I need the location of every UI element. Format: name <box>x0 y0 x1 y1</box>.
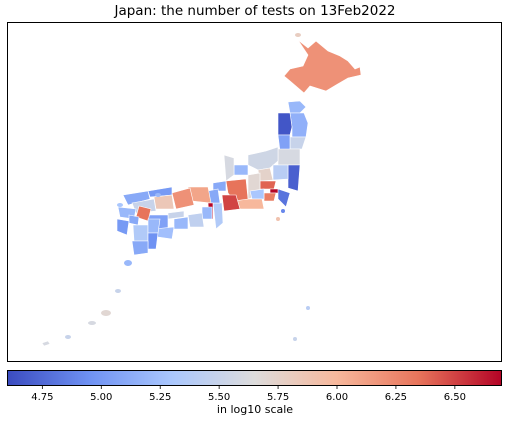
prefecture-fukui <box>212 180 227 192</box>
prefecture-nara <box>201 206 213 220</box>
colorbar-tick-label: 5.75 <box>267 392 289 403</box>
prefecture-hyogo <box>171 187 195 210</box>
colorbar <box>7 370 502 386</box>
prefecture-ibaraki <box>287 164 301 192</box>
prefecture-mie <box>212 202 224 230</box>
island <box>115 289 121 293</box>
colorbar-tick-label: 6.25 <box>385 392 407 403</box>
colorbar-tick-label: 4.75 <box>31 392 53 403</box>
map-title: Japan: the number of tests on 13Feb2022 <box>114 3 396 19</box>
prefecture-ishikawa <box>223 154 235 182</box>
japan-map <box>41 33 362 347</box>
choropleth-map <box>7 22 502 362</box>
prefecture-saitama <box>259 180 277 190</box>
prefecture-toyama <box>233 164 249 176</box>
prefecture-kagoshima <box>131 240 149 256</box>
colorbar-tick-label: 5.00 <box>90 392 112 403</box>
prefecture-wakayama <box>187 212 205 228</box>
prefecture-aomori <box>287 100 307 114</box>
prefecture-tokushima <box>173 216 189 230</box>
prefecture-iwate <box>289 112 309 138</box>
prefecture-shimane <box>122 190 151 206</box>
prefecture-hokkaido <box>283 39 362 94</box>
island <box>155 193 161 197</box>
colorbar-ticks: 4.75 5.00 5.25 5.50 5.75 6.00 6.25 6.50 <box>7 386 502 406</box>
prefecture-saga <box>128 214 140 226</box>
prefecture-oita <box>147 218 161 234</box>
prefecture-chiba <box>277 188 291 208</box>
prefecture-nagasaki <box>116 218 130 236</box>
colorbar-tick-label: 5.25 <box>149 392 171 403</box>
prefecture-shizuoka <box>235 198 265 210</box>
prefecture-tochigi <box>272 164 289 181</box>
colorbar-tick-label: 6.50 <box>444 392 466 403</box>
island <box>65 335 71 339</box>
prefecture-miyagi <box>289 136 307 150</box>
island <box>101 310 111 316</box>
colorbar-tick-label: 5.50 <box>208 392 230 403</box>
island <box>295 33 301 37</box>
island <box>281 209 285 213</box>
prefecture-aichi <box>221 194 241 212</box>
prefecture-akita <box>277 112 293 136</box>
island <box>293 337 297 341</box>
colorbar-tick-label: 6.00 <box>326 392 348 403</box>
prefecture-okinawa <box>41 340 51 347</box>
island <box>88 321 96 325</box>
prefecture-kanagawa <box>263 192 277 202</box>
island <box>306 306 310 310</box>
island <box>124 260 132 266</box>
prefecture-okayama <box>153 194 175 210</box>
colorbar-label: in log10 scale <box>216 403 294 416</box>
prefecture-kumamoto <box>132 224 149 242</box>
island <box>276 217 280 221</box>
island <box>117 203 123 207</box>
prefecture-miyazaki <box>147 232 159 250</box>
prefecture-niigata <box>247 146 279 171</box>
prefecture-fukushima <box>277 148 301 166</box>
prefecture-yamagata <box>277 134 291 152</box>
prefecture-yamanashi <box>249 188 265 200</box>
